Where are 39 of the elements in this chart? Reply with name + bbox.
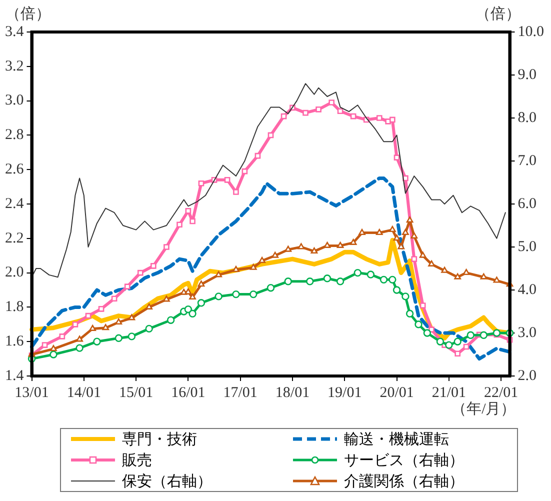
y2-tick-label: 7.0 — [518, 152, 536, 169]
y2-tick-label: 10.0 — [518, 24, 544, 40]
y2-tick-label: 9.0 — [518, 66, 536, 83]
x-tick-label: 16/01 — [171, 384, 206, 401]
y2-tick-label: 2.0 — [518, 368, 536, 384]
legend-label: 販売 — [122, 452, 152, 470]
legend-label: 介護関係（右軸） — [344, 472, 464, 490]
x-tick-label: 18/01 — [275, 384, 310, 401]
y-tick-label: 2.8 — [5, 127, 24, 144]
x-tick-label: 14/01 — [66, 384, 101, 401]
y-tick-label: 2.2 — [5, 230, 24, 246]
legend-label: 専門・技術 — [122, 430, 197, 448]
x-axis-title: （年/月） — [452, 400, 516, 418]
y2-tick-label: 8.0 — [518, 110, 536, 126]
legend-label: 輸送・機械運転 — [344, 430, 449, 448]
legend-label: サービス（右軸） — [344, 452, 464, 470]
y2-axis-title: （倍） — [475, 5, 520, 22]
y2-tick-label: 3.0 — [518, 324, 536, 341]
x-tick-label: 21/01 — [432, 384, 466, 401]
y2-tick-label: 4.0 — [518, 282, 536, 298]
y-tick-label: 1.8 — [5, 299, 24, 316]
x-tick-label: 13/01 — [14, 384, 49, 401]
y-tick-label: 3.4 — [5, 24, 24, 40]
y-tick-label: 2.4 — [5, 196, 24, 212]
x-tick-label: 17/01 — [223, 384, 258, 401]
y-tick-label: 3.0 — [5, 92, 24, 109]
y-tick-label: 2.0 — [5, 264, 24, 281]
x-tick-label: 20/01 — [380, 384, 414, 401]
x-tick-label: 19/01 — [328, 384, 362, 401]
x-tick-label: 15/01 — [118, 384, 154, 401]
x-tick-label: 22/01 — [484, 384, 518, 401]
legend-label: 保安（右軸） — [122, 472, 212, 490]
y-tick-label: 3.2 — [5, 58, 24, 74]
y-tick-label: 1.4 — [5, 368, 24, 384]
y-tick-label: 1.6 — [5, 334, 24, 350]
y-axis-title: （倍） — [5, 5, 50, 22]
y2-tick-label: 6.0 — [518, 196, 536, 212]
y-tick-label: 2.6 — [5, 162, 24, 178]
y2-tick-label: 5.0 — [518, 238, 536, 255]
